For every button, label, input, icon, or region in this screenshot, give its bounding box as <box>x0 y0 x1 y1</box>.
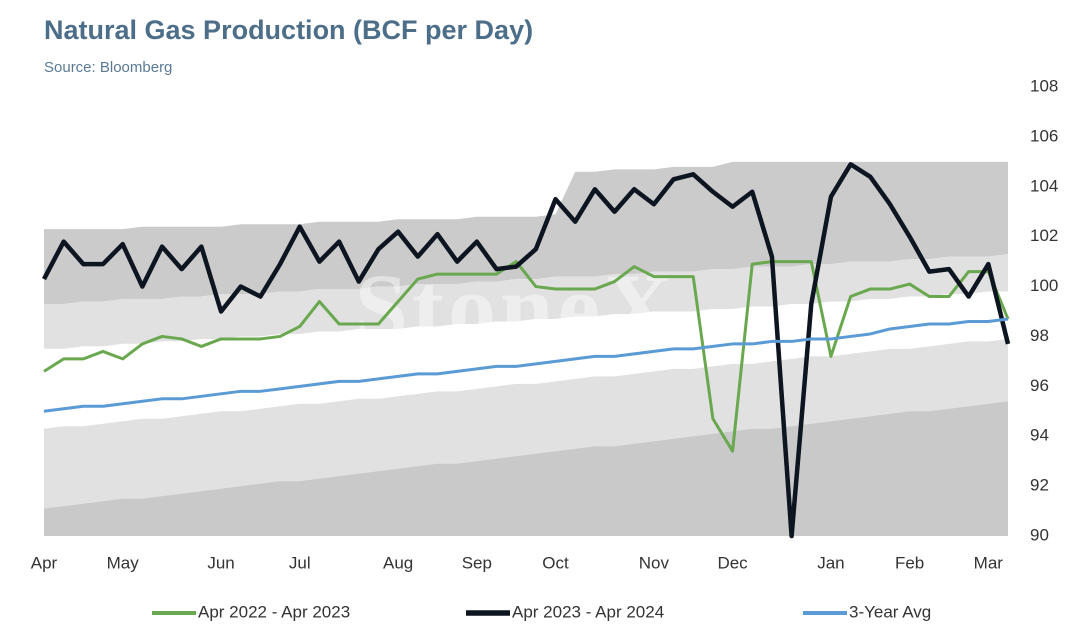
range-band <box>44 254 1008 349</box>
legend-label: Apr 2022 - Apr 2023 <box>198 602 350 621</box>
y-tick-label: 106 <box>1030 126 1058 145</box>
x-tick-label: Mar <box>974 553 1004 572</box>
y-tick-label: 94 <box>1030 426 1049 445</box>
legend-label: Apr 2023 - Apr 2024 <box>512 602 664 621</box>
x-tick-label: Feb <box>895 553 924 572</box>
x-tick-label: Apr <box>31 553 58 572</box>
x-tick-label: Sep <box>462 553 492 572</box>
y-tick-label: 98 <box>1030 326 1049 345</box>
series-line <box>43 260 1010 453</box>
range-band <box>44 161 1008 305</box>
x-tick-label: Oct <box>542 553 569 572</box>
x-tick-label: Nov <box>639 553 670 572</box>
watermark: StoneX <box>355 254 678 361</box>
chart-subtitle: Source: Bloomberg <box>44 59 172 76</box>
x-tick-label: Dec <box>717 553 748 572</box>
y-tick-label: 100 <box>1030 276 1058 295</box>
legend-label: 3-Year Avg <box>849 602 931 621</box>
range-band <box>44 291 1008 429</box>
y-tick-label: 90 <box>1030 525 1049 544</box>
series-line <box>43 317 1009 413</box>
chart-title: Natural Gas Production (BCF per Day) <box>44 15 533 45</box>
range-band <box>44 401 1008 536</box>
y-tick-label: 96 <box>1030 376 1049 395</box>
range-band <box>44 338 1008 509</box>
x-tick-label: Jan <box>817 553 844 572</box>
y-tick-label: 92 <box>1030 476 1049 495</box>
y-tick-label: 108 <box>1030 76 1058 95</box>
x-tick-label: Jun <box>207 553 234 572</box>
y-tick-label: 104 <box>1030 176 1058 195</box>
x-tick-label: May <box>107 553 140 572</box>
y-tick-label: 102 <box>1030 226 1058 245</box>
x-tick-label: Aug <box>383 553 413 572</box>
x-tick-label: Jul <box>289 553 311 572</box>
series-line <box>42 162 1011 539</box>
